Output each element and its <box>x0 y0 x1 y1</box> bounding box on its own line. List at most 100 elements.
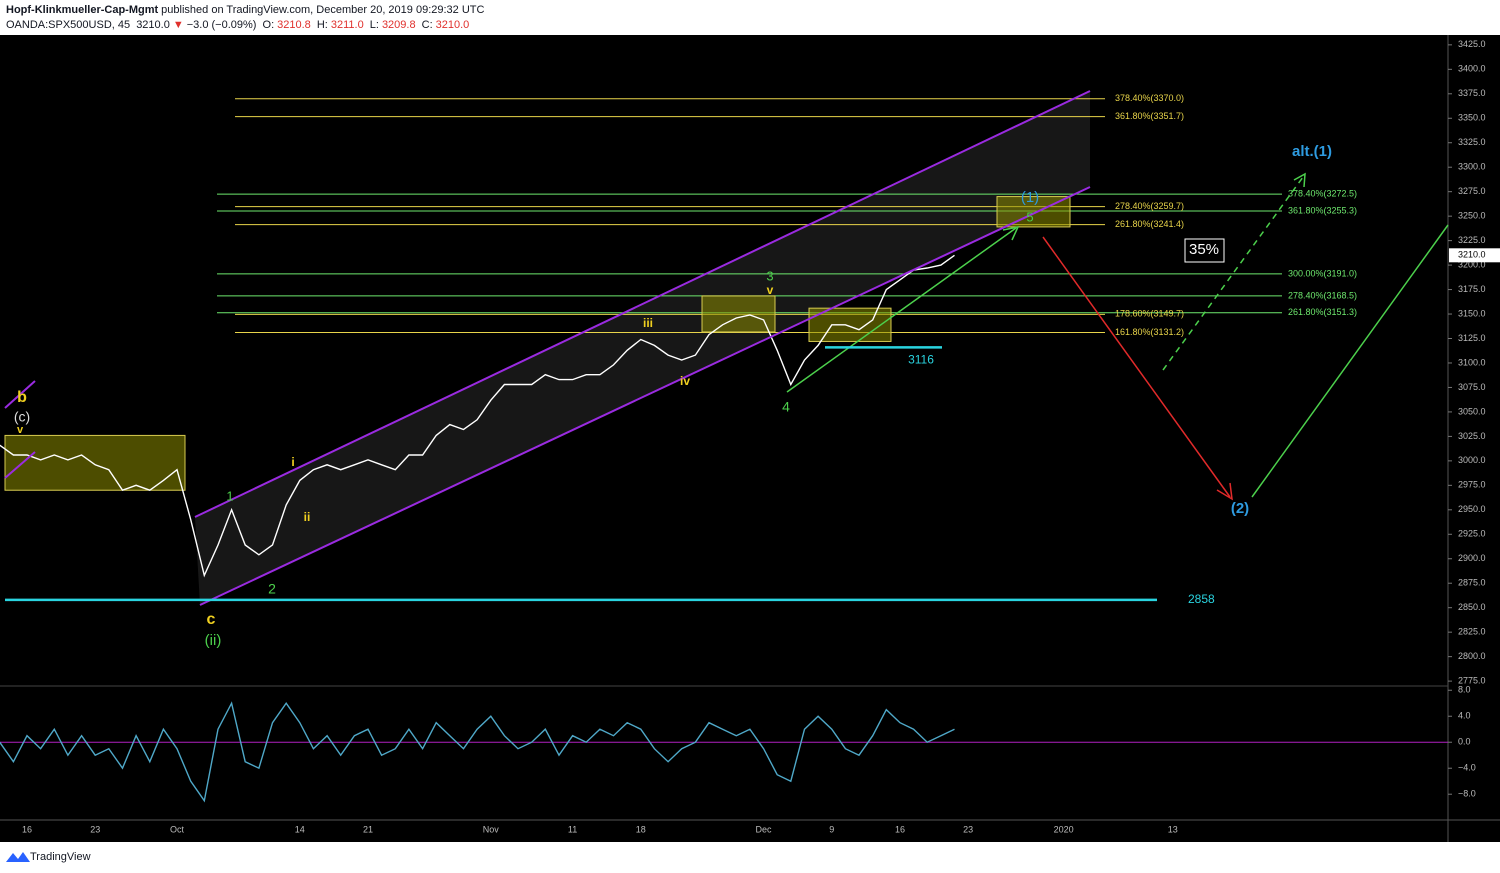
oscillator-line <box>0 701 955 803</box>
channel-fill <box>195 91 1090 605</box>
fib-label: 278.40%(3259.7) <box>1115 201 1184 211</box>
wave-label: (ii) <box>205 632 222 649</box>
arrow-head <box>1293 172 1306 188</box>
x-tick-label: 18 <box>636 824 646 834</box>
y-tick-label: 3000.0 <box>1458 455 1486 465</box>
wave-label: 5 <box>1026 209 1033 224</box>
logo <box>6 852 30 862</box>
zone-box <box>701 295 776 333</box>
wave-label: (c) <box>14 409 30 425</box>
wave-label: iv <box>680 374 690 388</box>
y-tick-label: 2975.0 <box>1458 480 1486 490</box>
y-tick-label: 0.0 <box>1458 737 1471 747</box>
y-tick-label: −8.0 <box>1458 789 1476 799</box>
footer: TradingView <box>0 842 1500 873</box>
fib-label: 378.40%(3272.5) <box>1288 189 1357 199</box>
price-line <box>0 254 955 578</box>
fib-label: 378.40%(3370.0) <box>1115 93 1184 103</box>
change: −3.0 (−0.09%) <box>186 19 257 31</box>
fib-label: 278.40%(3168.5) <box>1288 290 1357 300</box>
author: Hopf-Klinkmueller-Cap-Mgmt <box>6 4 159 16</box>
y-tick-label: 4.0 <box>1458 711 1471 721</box>
ohlc-key: C: <box>421 19 433 31</box>
wave-label: iii <box>643 316 653 330</box>
y-tick-label: 2775.0 <box>1458 675 1486 685</box>
y-tick-label: 3425.0 <box>1458 39 1486 49</box>
meta: published on TradingView.com, December 2… <box>161 4 485 16</box>
wave-label: 3 <box>766 268 773 283</box>
x-tick-label: 21 <box>363 824 373 834</box>
y-tick-label: 3400.0 <box>1458 64 1486 74</box>
last: 3210.0 <box>136 19 170 31</box>
channel-line <box>199 186 1091 606</box>
fib-label: 361.80%(3351.7) <box>1115 111 1184 121</box>
channel-line <box>4 380 36 409</box>
ohlc-key: O: <box>262 19 275 31</box>
forecast-arrow <box>1042 236 1231 498</box>
x-tick-label: 11 <box>568 824 577 834</box>
ohlc-value: 3210.8 <box>277 19 311 31</box>
wave-label: 35% <box>1189 241 1219 258</box>
wave-label: v <box>17 424 24 436</box>
y-tick-label: 3275.0 <box>1458 186 1486 196</box>
y-tick-label: 3325.0 <box>1458 137 1486 147</box>
x-tick-label: Oct <box>170 824 185 834</box>
y-tick-label: 3300.0 <box>1458 162 1486 172</box>
x-tick-label: 16 <box>895 824 905 834</box>
x-tick-label: 23 <box>963 824 973 834</box>
y-tick-label: 3375.0 <box>1458 88 1486 98</box>
x-tick-label: Nov <box>483 824 500 834</box>
ohlc-key: L: <box>369 19 379 31</box>
forecast-line <box>1251 224 1449 498</box>
y-tick-label: 2850.0 <box>1458 602 1486 612</box>
ohlc-value: 3209.8 <box>381 19 416 31</box>
y-tick-label: 3050.0 <box>1458 406 1486 416</box>
ohlc-value: 3210.0 <box>435 19 470 31</box>
y-tick-label: 3100.0 <box>1458 357 1486 367</box>
x-tick-label: 9 <box>829 824 834 834</box>
wave-label: v <box>767 283 774 297</box>
y-tick-label: 3075.0 <box>1458 382 1486 392</box>
wave-label: alt.(1) <box>1292 143 1332 160</box>
y-tick-label: 2925.0 <box>1458 529 1486 539</box>
x-tick-label: 2020 <box>1054 824 1074 834</box>
last-price-label: 3210.0 <box>1458 250 1486 260</box>
x-tick-label: 23 <box>90 824 100 834</box>
wave-label: b <box>17 389 27 406</box>
x-tick-label: 13 <box>1168 824 1178 834</box>
arrow: ▼ <box>172 19 184 31</box>
brand: TradingView <box>30 851 91 863</box>
wave-label: 1 <box>226 488 233 503</box>
trend-arrow <box>786 227 1017 393</box>
fib-label: 361.80%(3255.3) <box>1288 205 1357 215</box>
arrow-head <box>1002 225 1020 241</box>
y-tick-label: 3200.0 <box>1458 259 1486 269</box>
x-tick-label: 14 <box>295 824 305 834</box>
wave-label: c <box>207 611 216 628</box>
data-layer <box>0 98 1448 803</box>
y-tick-label: 3175.0 <box>1458 284 1486 294</box>
channel-line <box>194 90 1091 518</box>
ohlc-key: H: <box>316 19 328 31</box>
y-tick-label: 3150.0 <box>1458 308 1486 318</box>
y-tick-label: 2900.0 <box>1458 553 1486 563</box>
fib-label: 161.80%(3131.2) <box>1115 327 1184 337</box>
fib-label: 261.80%(3241.4) <box>1115 219 1184 229</box>
y-tick-label: 3025.0 <box>1458 431 1486 441</box>
percent-box <box>1184 238 1225 263</box>
wave-label: (1) <box>1021 189 1039 206</box>
x-tick-label: 16 <box>22 824 32 834</box>
y-tick-label: 2875.0 <box>1458 578 1486 588</box>
y-tick-label: 2825.0 <box>1458 627 1486 637</box>
last-price-tag <box>1449 248 1500 263</box>
zone-box <box>808 307 892 342</box>
zone-box <box>4 434 186 491</box>
symbol: OANDA:SPX500USD, 45 <box>6 19 131 31</box>
y-tick-label: 2800.0 <box>1458 651 1486 661</box>
ohlc-value: 3211.0 <box>330 19 364 31</box>
channel-line <box>4 451 36 479</box>
header: Hopf-Klinkmueller-Cap-Mgmt published on T… <box>0 0 1500 35</box>
alt-forecast-line <box>1162 176 1304 371</box>
